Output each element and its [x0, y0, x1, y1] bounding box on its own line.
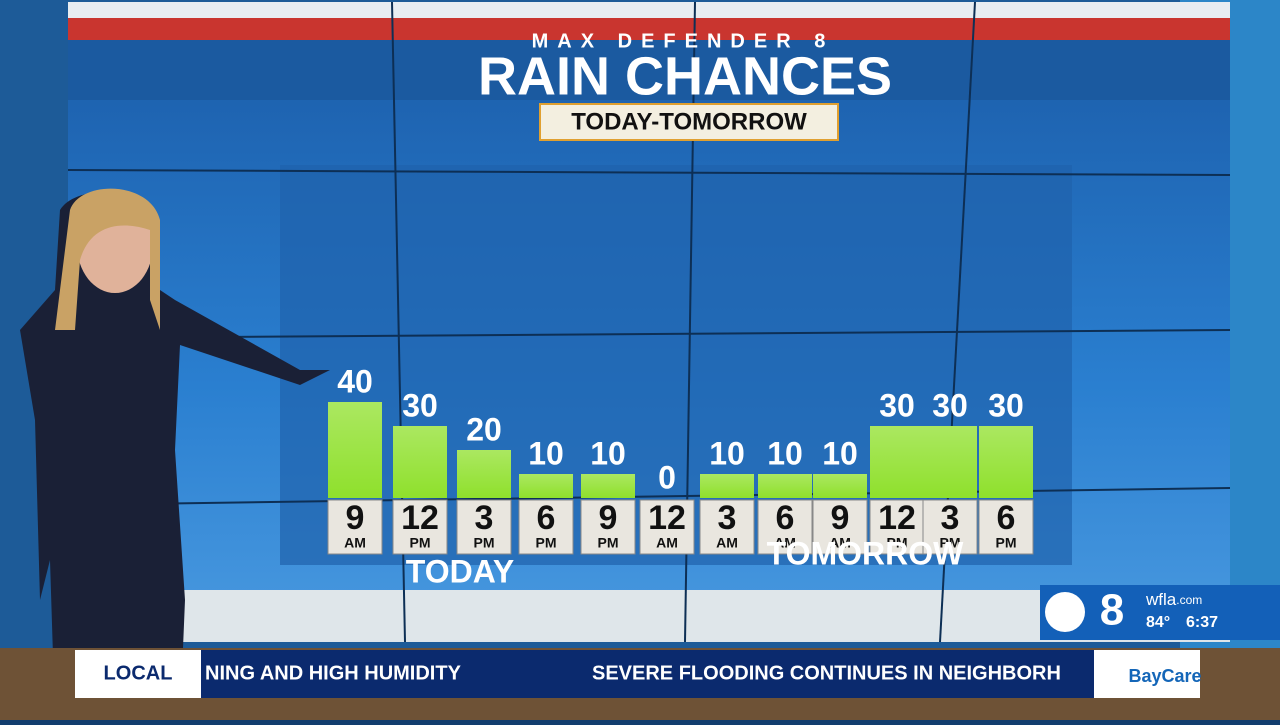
x-tick-label: 12	[648, 499, 686, 537]
x-tick-period: AM	[774, 535, 796, 551]
presenter-hair	[55, 188, 160, 330]
value-label: 10	[528, 435, 564, 471]
x-tick-period: AM	[344, 535, 366, 551]
sponsor: BayCare	[1128, 666, 1201, 686]
value-label: 30	[879, 387, 915, 423]
station-site: wfla.com	[1145, 590, 1202, 609]
presenter	[20, 191, 330, 720]
bar-shine	[581, 474, 635, 498]
value-label: 40	[337, 363, 373, 399]
x-tick-label: 3	[475, 499, 494, 537]
value-label: 30	[988, 387, 1024, 423]
ticker-bar	[75, 650, 1200, 698]
x-tick-label: 3	[718, 499, 737, 537]
header-blue	[68, 40, 1230, 100]
time: 6:37	[1186, 614, 1218, 631]
bar-shine	[393, 426, 447, 498]
x-label-box	[580, 499, 636, 555]
x-tick-label: 3	[941, 499, 960, 537]
bar-shine	[758, 474, 812, 498]
value-label: 10	[767, 435, 803, 471]
bar-shine	[519, 474, 573, 498]
ticker-section-box	[75, 650, 201, 698]
x-label-box	[456, 499, 512, 555]
x-tick-period: PM	[940, 535, 961, 551]
bar-shine	[923, 426, 977, 498]
chart-subtitle: TODAY-TOMORROW	[571, 108, 807, 135]
header-top	[68, 2, 1230, 18]
wall-bottom	[70, 590, 1230, 642]
x-tick-label: 6	[537, 499, 556, 537]
bar-shine	[700, 474, 754, 498]
bar-shine	[979, 426, 1033, 498]
x-tick-period: PM	[598, 535, 619, 551]
bar-shine	[328, 402, 382, 498]
x-tick-label: 9	[599, 499, 618, 537]
x-label-box	[327, 499, 383, 555]
chart-backdrop	[280, 165, 1072, 565]
x-label-box	[922, 499, 978, 555]
x-tick-period: PM	[887, 535, 908, 551]
x-tick-label: 9	[346, 499, 365, 537]
network-logo	[1045, 592, 1085, 632]
value-label: 10	[590, 435, 626, 471]
subtitle-box	[539, 103, 839, 141]
bar-shine	[813, 474, 867, 498]
chart: 409AM3012PM203PM106PM109PM012AM103AM106A…	[327, 363, 1034, 589]
channel-number: 8	[1100, 586, 1124, 635]
site-name: wfla	[1145, 590, 1177, 609]
bar-shine	[457, 450, 511, 498]
x-label-box	[699, 499, 755, 555]
temperature: 84°	[1146, 614, 1170, 631]
value-label: 10	[709, 435, 745, 471]
x-tick-period: AM	[716, 535, 738, 551]
x-label-box	[978, 499, 1034, 555]
ticker-headline: NING AND HIGH HUMIDITY	[205, 662, 462, 684]
ticker-headline: SEVERE FLOODING CONTINUES IN NEIGHBORH	[592, 662, 1061, 684]
x-tick-period: PM	[474, 535, 495, 551]
supertitle: MAX DEFENDER 8	[532, 30, 835, 52]
site-suffix: .com	[1176, 593, 1202, 607]
x-label-box	[812, 499, 868, 555]
x-tick-period: AM	[829, 535, 851, 551]
x-label-box	[639, 499, 695, 555]
bar-shine	[870, 426, 924, 498]
x-tick-label: 12	[878, 499, 916, 537]
x-tick-label: 12	[401, 499, 439, 537]
value-label: 30	[402, 387, 438, 423]
x-label-box	[392, 499, 448, 555]
x-tick-label: 6	[776, 499, 795, 537]
value-label: 0	[658, 459, 676, 495]
x-tick-period: PM	[536, 535, 557, 551]
value-label: 30	[932, 387, 968, 423]
x-label-box	[757, 499, 813, 555]
value-label: 10	[822, 435, 858, 471]
group-label: TODAY	[406, 553, 514, 589]
x-tick-period: PM	[410, 535, 431, 551]
x-tick-label: 6	[997, 499, 1016, 537]
sponsor-box	[1094, 650, 1200, 698]
x-tick-period: PM	[996, 535, 1017, 551]
chart-title: RAIN CHANCES	[478, 46, 892, 106]
ticker-section: LOCAL	[104, 662, 173, 684]
value-label: 20	[466, 411, 502, 447]
x-label-box	[518, 499, 574, 555]
x-tick-period: AM	[656, 535, 678, 551]
x-tick-label: 9	[831, 499, 850, 537]
group-label: TOMORROW	[767, 535, 965, 571]
